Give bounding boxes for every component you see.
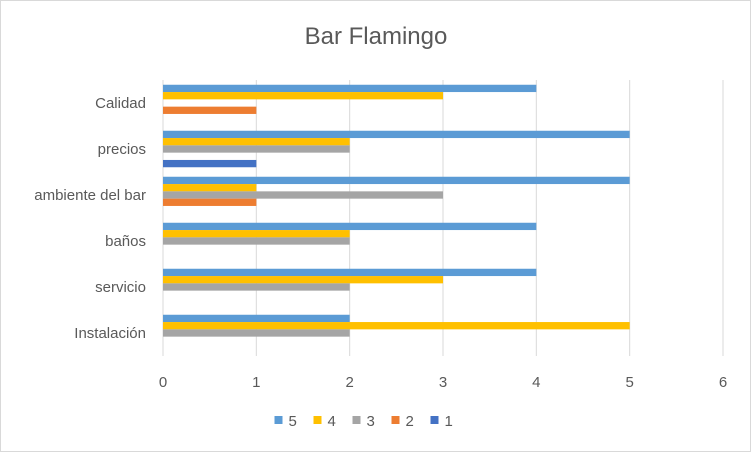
category-label: baños: [105, 233, 146, 250]
x-tick-labels: 0 1 2 3 4 5 6: [159, 374, 727, 391]
bar: [163, 176, 630, 185]
bar: [163, 130, 630, 139]
legend-label: 3: [367, 413, 375, 430]
bar: [163, 191, 443, 199]
bar: [163, 314, 350, 323]
x-tick-label: 6: [719, 374, 727, 391]
legend-label: 5: [289, 413, 297, 430]
category-label: servicio: [95, 279, 146, 296]
gridlines: [162, 80, 724, 356]
legend-swatch: [274, 416, 283, 424]
x-tick-label: 5: [625, 374, 633, 391]
legend-swatch: [430, 416, 439, 424]
bar: [163, 237, 350, 245]
bar: [163, 198, 257, 206]
bar: [163, 145, 350, 153]
category-label: ambiente del bar: [34, 187, 146, 204]
bar: [163, 84, 537, 93]
legend-label: 2: [406, 413, 414, 430]
legend-label: 4: [328, 413, 336, 430]
category-label: precios: [98, 141, 146, 158]
bar: [163, 322, 630, 330]
bar: [163, 230, 350, 238]
bar: [163, 276, 443, 284]
x-tick-label: 4: [532, 374, 540, 391]
category-label: Instalación: [74, 325, 146, 342]
bar: [163, 106, 257, 114]
bar: [163, 92, 443, 100]
bar: [163, 329, 350, 337]
legend: 5 4 3 2 1: [274, 413, 453, 430]
bar: [163, 268, 537, 277]
legend-swatch: [391, 416, 400, 424]
chart-title: Bar Flamingo: [305, 23, 448, 50]
bars: [163, 84, 630, 337]
x-tick-label: 2: [345, 374, 353, 391]
category-labels: Calidad precios ambiente del bar baños servi…: [34, 95, 146, 342]
legend-swatch: [313, 416, 322, 424]
x-tick-label: 1: [252, 374, 260, 391]
category-label: Calidad: [95, 95, 146, 112]
bar: [163, 159, 257, 168]
legend-swatch: [352, 416, 361, 424]
bar: [163, 222, 537, 231]
x-tick-label: 3: [439, 374, 447, 391]
bar: [163, 184, 257, 192]
legend-label: 1: [445, 413, 453, 430]
bar: [163, 138, 350, 146]
bar: [163, 283, 350, 291]
x-tick-label: 0: [159, 374, 167, 391]
